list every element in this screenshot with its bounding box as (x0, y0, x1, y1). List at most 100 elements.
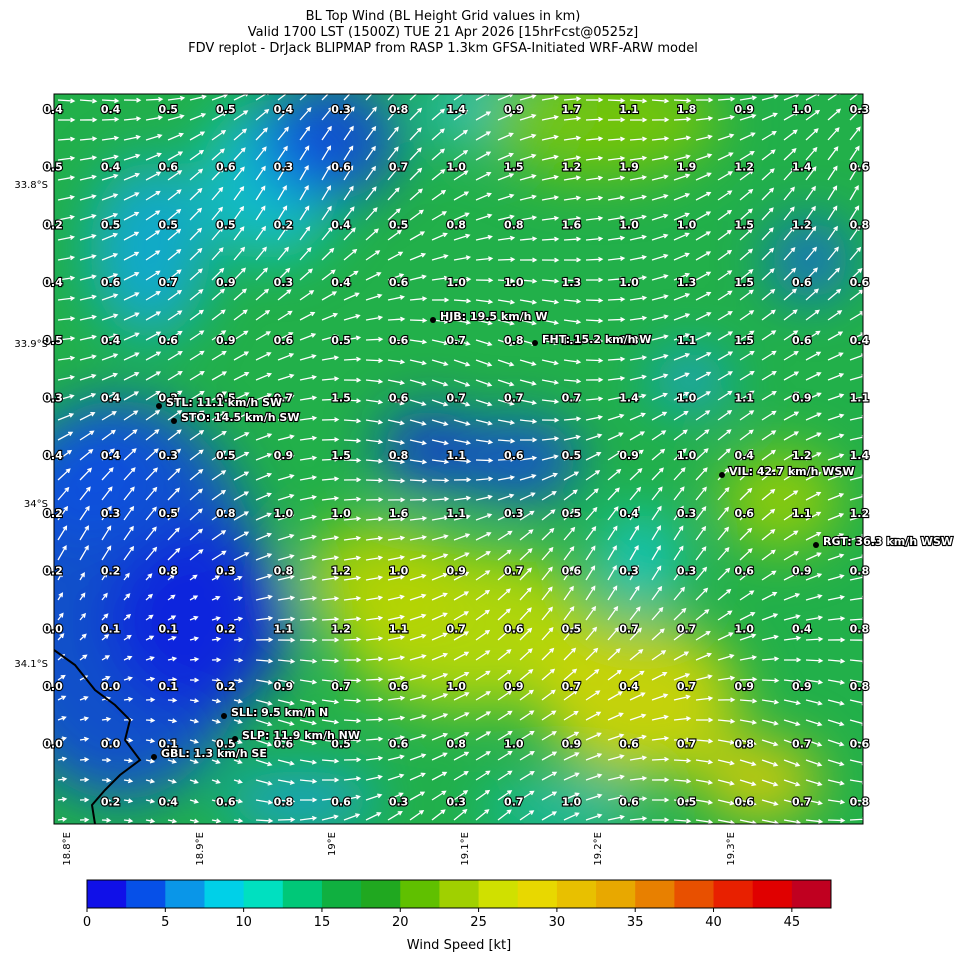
wind-arrow (431, 477, 450, 483)
wind-arrow (167, 132, 184, 141)
wind-arrow (255, 779, 273, 786)
wind-arrow (167, 635, 177, 641)
wind-arrow (651, 98, 670, 104)
wind-arrow (563, 434, 581, 441)
wind-arrow (673, 293, 691, 301)
wind-arrow (233, 451, 250, 461)
wind-arrow (321, 596, 340, 602)
wind-arrow (145, 778, 156, 784)
wind-arrow (629, 755, 648, 761)
grid-value: 0.9 (734, 103, 754, 116)
wind-arrow (783, 593, 801, 601)
grid-value: 0.6 (101, 276, 121, 289)
wind-arrow (519, 257, 538, 263)
wind-arrow (541, 95, 560, 101)
wind-arrow (541, 115, 560, 121)
wind-arrow (739, 370, 755, 381)
wind-arrow (497, 299, 516, 305)
wind-arrow (255, 699, 273, 706)
wind-arrow (145, 291, 161, 301)
grid-value: 1.0 (619, 276, 639, 289)
wind-arrow (167, 95, 186, 101)
wind-arrow (805, 699, 823, 706)
wind-arrow (365, 615, 384, 621)
grid-value: 1.0 (446, 161, 466, 174)
wind-arrow (673, 135, 692, 141)
wind-arrow (673, 391, 690, 401)
wind-arrow (409, 772, 426, 781)
colorbar-frame (86, 879, 832, 909)
wind-arrow (211, 489, 227, 501)
station-dot (232, 736, 238, 742)
grid-value: 0.5 (43, 334, 63, 347)
wind-arrow (453, 495, 472, 501)
wind-arrow (123, 312, 140, 321)
wind-arrow (321, 535, 340, 541)
grid-value: 1.0 (446, 276, 466, 289)
wind-arrow (453, 692, 470, 701)
wind-arrow (739, 612, 756, 621)
grid-value: 0.9 (446, 565, 466, 578)
wind-arrow (475, 234, 493, 241)
wind-arrow (475, 151, 492, 161)
wind-arrow (739, 429, 754, 441)
wind-arrow (739, 150, 755, 161)
wind-arrow (123, 97, 142, 103)
wind-arrow (673, 607, 687, 621)
wind-arrow (827, 699, 845, 706)
wind-arrow (299, 164, 309, 181)
wind-arrow (321, 396, 340, 402)
wind-arrow (255, 433, 273, 441)
wind-arrow (255, 553, 273, 561)
wind-arrow (145, 546, 158, 561)
wind-arrow (475, 629, 491, 641)
wind-arrow (321, 334, 339, 341)
wind-arrow (365, 125, 377, 141)
grid-value: 0.3 (216, 565, 236, 578)
wind-arrow (805, 146, 818, 161)
wind-arrow (79, 254, 97, 261)
wind-arrow (123, 613, 132, 621)
wind-arrow (629, 627, 642, 641)
wind-arrow (365, 656, 384, 662)
wind-arrow (541, 689, 556, 701)
wind-arrow (189, 508, 203, 521)
wind-arrow (607, 733, 625, 741)
wind-arrow (541, 154, 559, 161)
wind-arrow (365, 399, 384, 405)
grid-value: 0.8 (389, 449, 409, 462)
wind-arrow (321, 291, 338, 301)
wind-arrow (255, 799, 274, 805)
wind-arrow (695, 153, 713, 161)
wind-arrow (431, 148, 446, 161)
wind-arrow (761, 207, 774, 221)
wind-arrow (453, 571, 470, 581)
grid-value: 0.3 (850, 103, 870, 116)
wind-arrow (805, 412, 822, 421)
wind-arrow (585, 277, 604, 283)
wind-arrow (101, 333, 119, 341)
wind-arrow (453, 109, 469, 121)
wind-arrow (629, 796, 648, 802)
wind-arrow (739, 819, 757, 824)
wind-arrow (563, 526, 576, 541)
grid-value: 1.1 (734, 392, 754, 405)
wind-arrow (849, 798, 863, 804)
wind-arrow (607, 413, 625, 421)
wind-arrow (607, 394, 626, 401)
wind-arrow (541, 771, 558, 781)
wind-arrow (651, 274, 669, 281)
wind-arrow (761, 634, 779, 641)
wind-arrow (189, 410, 205, 421)
grid-value: 0.2 (101, 795, 121, 808)
wind-arrow (717, 190, 733, 201)
wind-arrow (57, 571, 63, 581)
wind-arrow (651, 693, 669, 701)
wind-arrow (629, 98, 648, 104)
wind-arrow (717, 448, 731, 461)
wind-arrow (365, 736, 384, 742)
wind-arrow (541, 454, 559, 461)
wind-arrow (585, 470, 601, 481)
grid-value: 0.7 (677, 622, 697, 635)
grid-value: 0.6 (389, 392, 409, 405)
